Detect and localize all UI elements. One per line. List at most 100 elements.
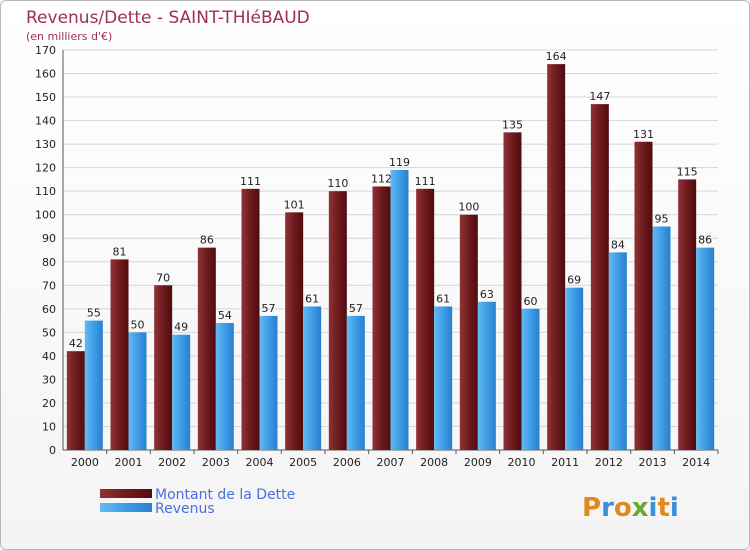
chart-subtitle: (en milliers d'€) (26, 30, 112, 43)
data-label: 54 (218, 309, 232, 322)
bar-debt (110, 259, 129, 450)
x-tick-label: 2007 (377, 456, 405, 469)
data-label: 131 (633, 128, 654, 141)
bar-revenus (652, 226, 671, 450)
bars: 42 55 81 50 70 49 86 54 111 57 101 61 110 57 112 119 111… (66, 50, 715, 451)
legend-label-debt: Montant de la Dette (155, 487, 295, 503)
bar-revenus (303, 306, 322, 450)
data-label: 111 (415, 175, 436, 188)
data-label: 111 (240, 175, 261, 188)
data-label: 164 (546, 50, 567, 63)
bar-revenus (172, 334, 191, 450)
proxiti-logo: Proxiti (582, 493, 679, 523)
bar-debt (547, 64, 566, 450)
data-label: 60 (524, 295, 538, 308)
data-label: 147 (589, 90, 610, 103)
y-tick-label: 120 (35, 162, 56, 175)
bar-revenus (128, 332, 147, 450)
y-tick-label: 60 (42, 303, 56, 316)
bar-debt (66, 351, 85, 450)
data-label: 110 (327, 177, 348, 190)
bar-revenus (390, 170, 409, 450)
data-label: 69 (567, 274, 581, 287)
data-label: 61 (305, 292, 319, 305)
legend-swatch-debt (100, 489, 152, 498)
logo-letter: r (601, 493, 614, 523)
x-tick-label: 2012 (595, 456, 623, 469)
y-tick-label: 30 (42, 373, 56, 386)
logo-letter: t (657, 493, 669, 523)
logo-letter: o (614, 493, 632, 523)
data-label: 50 (131, 318, 145, 331)
data-label: 70 (156, 271, 170, 284)
x-tick-label: 2014 (682, 456, 710, 469)
bar-revenus (259, 315, 278, 450)
y-tick-label: 130 (35, 138, 56, 151)
y-tick-label: 90 (42, 232, 56, 245)
bar-debt (503, 132, 522, 450)
bar-revenus (521, 308, 540, 450)
data-label: 55 (87, 307, 101, 320)
y-tick-label: 70 (42, 279, 56, 292)
bar-debt (241, 188, 260, 450)
bar-revenus (346, 315, 365, 450)
bar-revenus (565, 287, 584, 450)
bar-revenus (608, 252, 627, 450)
data-label: 42 (69, 337, 83, 350)
logo-letter: P (582, 493, 601, 523)
legend-swatch-revenus (100, 503, 152, 512)
bar-debt (416, 188, 435, 450)
data-label: 119 (389, 156, 410, 169)
bar-revenus (434, 306, 453, 450)
bar-revenus (696, 247, 715, 450)
logo-letter: i (670, 493, 679, 523)
y-tick-label: 110 (35, 185, 56, 198)
data-label: 86 (698, 234, 712, 247)
bar-debt (372, 186, 391, 450)
bar-debt (634, 141, 653, 450)
data-label: 57 (262, 302, 276, 315)
x-tick-label: 2006 (333, 456, 361, 469)
x-tick-label: 2000 (71, 456, 99, 469)
data-label: 49 (174, 321, 188, 334)
y-tick-label: 40 (42, 350, 56, 363)
y-tick-label: 140 (35, 115, 56, 128)
data-label: 61 (436, 292, 450, 305)
data-label: 95 (655, 212, 669, 225)
x-tick-label: 2003 (202, 456, 230, 469)
y-tick-label: 170 (35, 44, 56, 57)
y-tick-label: 0 (49, 444, 56, 457)
x-tick-label: 2004 (246, 456, 274, 469)
legend: Montant de la Dette Revenus (100, 487, 295, 517)
x-tick-label: 2001 (115, 456, 143, 469)
logo-letter: x (632, 493, 649, 523)
x-tick-label: 2002 (158, 456, 186, 469)
data-label: 112 (371, 172, 392, 185)
y-tick-label: 100 (35, 209, 56, 222)
data-label: 84 (611, 238, 625, 251)
bar-revenus (84, 320, 103, 450)
bar-debt (197, 247, 216, 450)
bar-debt (328, 191, 347, 451)
legend-label-revenus: Revenus (155, 501, 215, 517)
bar-revenus (477, 301, 496, 450)
bar-debt (678, 179, 697, 451)
x-tick-label: 2008 (420, 456, 448, 469)
bar-debt (590, 104, 609, 450)
logo-letter: i (649, 493, 658, 523)
bar-revenus (215, 322, 234, 450)
data-label: 63 (480, 288, 494, 301)
x-axis: 2000 2001 2002 2003 2004 2005 2006 2007 2008 2009… (71, 450, 719, 469)
x-tick-label: 2010 (508, 456, 536, 469)
y-tick-label: 160 (35, 68, 56, 81)
y-tick-label: 150 (35, 91, 56, 104)
data-label: 135 (502, 118, 523, 131)
data-label: 101 (284, 198, 305, 211)
data-label: 100 (458, 201, 479, 214)
bar-debt (285, 212, 304, 450)
chart-title: Revenus/Dette - SAINT-THIéBAUD (26, 8, 310, 28)
data-label: 115 (677, 165, 698, 178)
x-tick-label: 2013 (639, 456, 667, 469)
y-tick-label: 50 (42, 326, 56, 339)
